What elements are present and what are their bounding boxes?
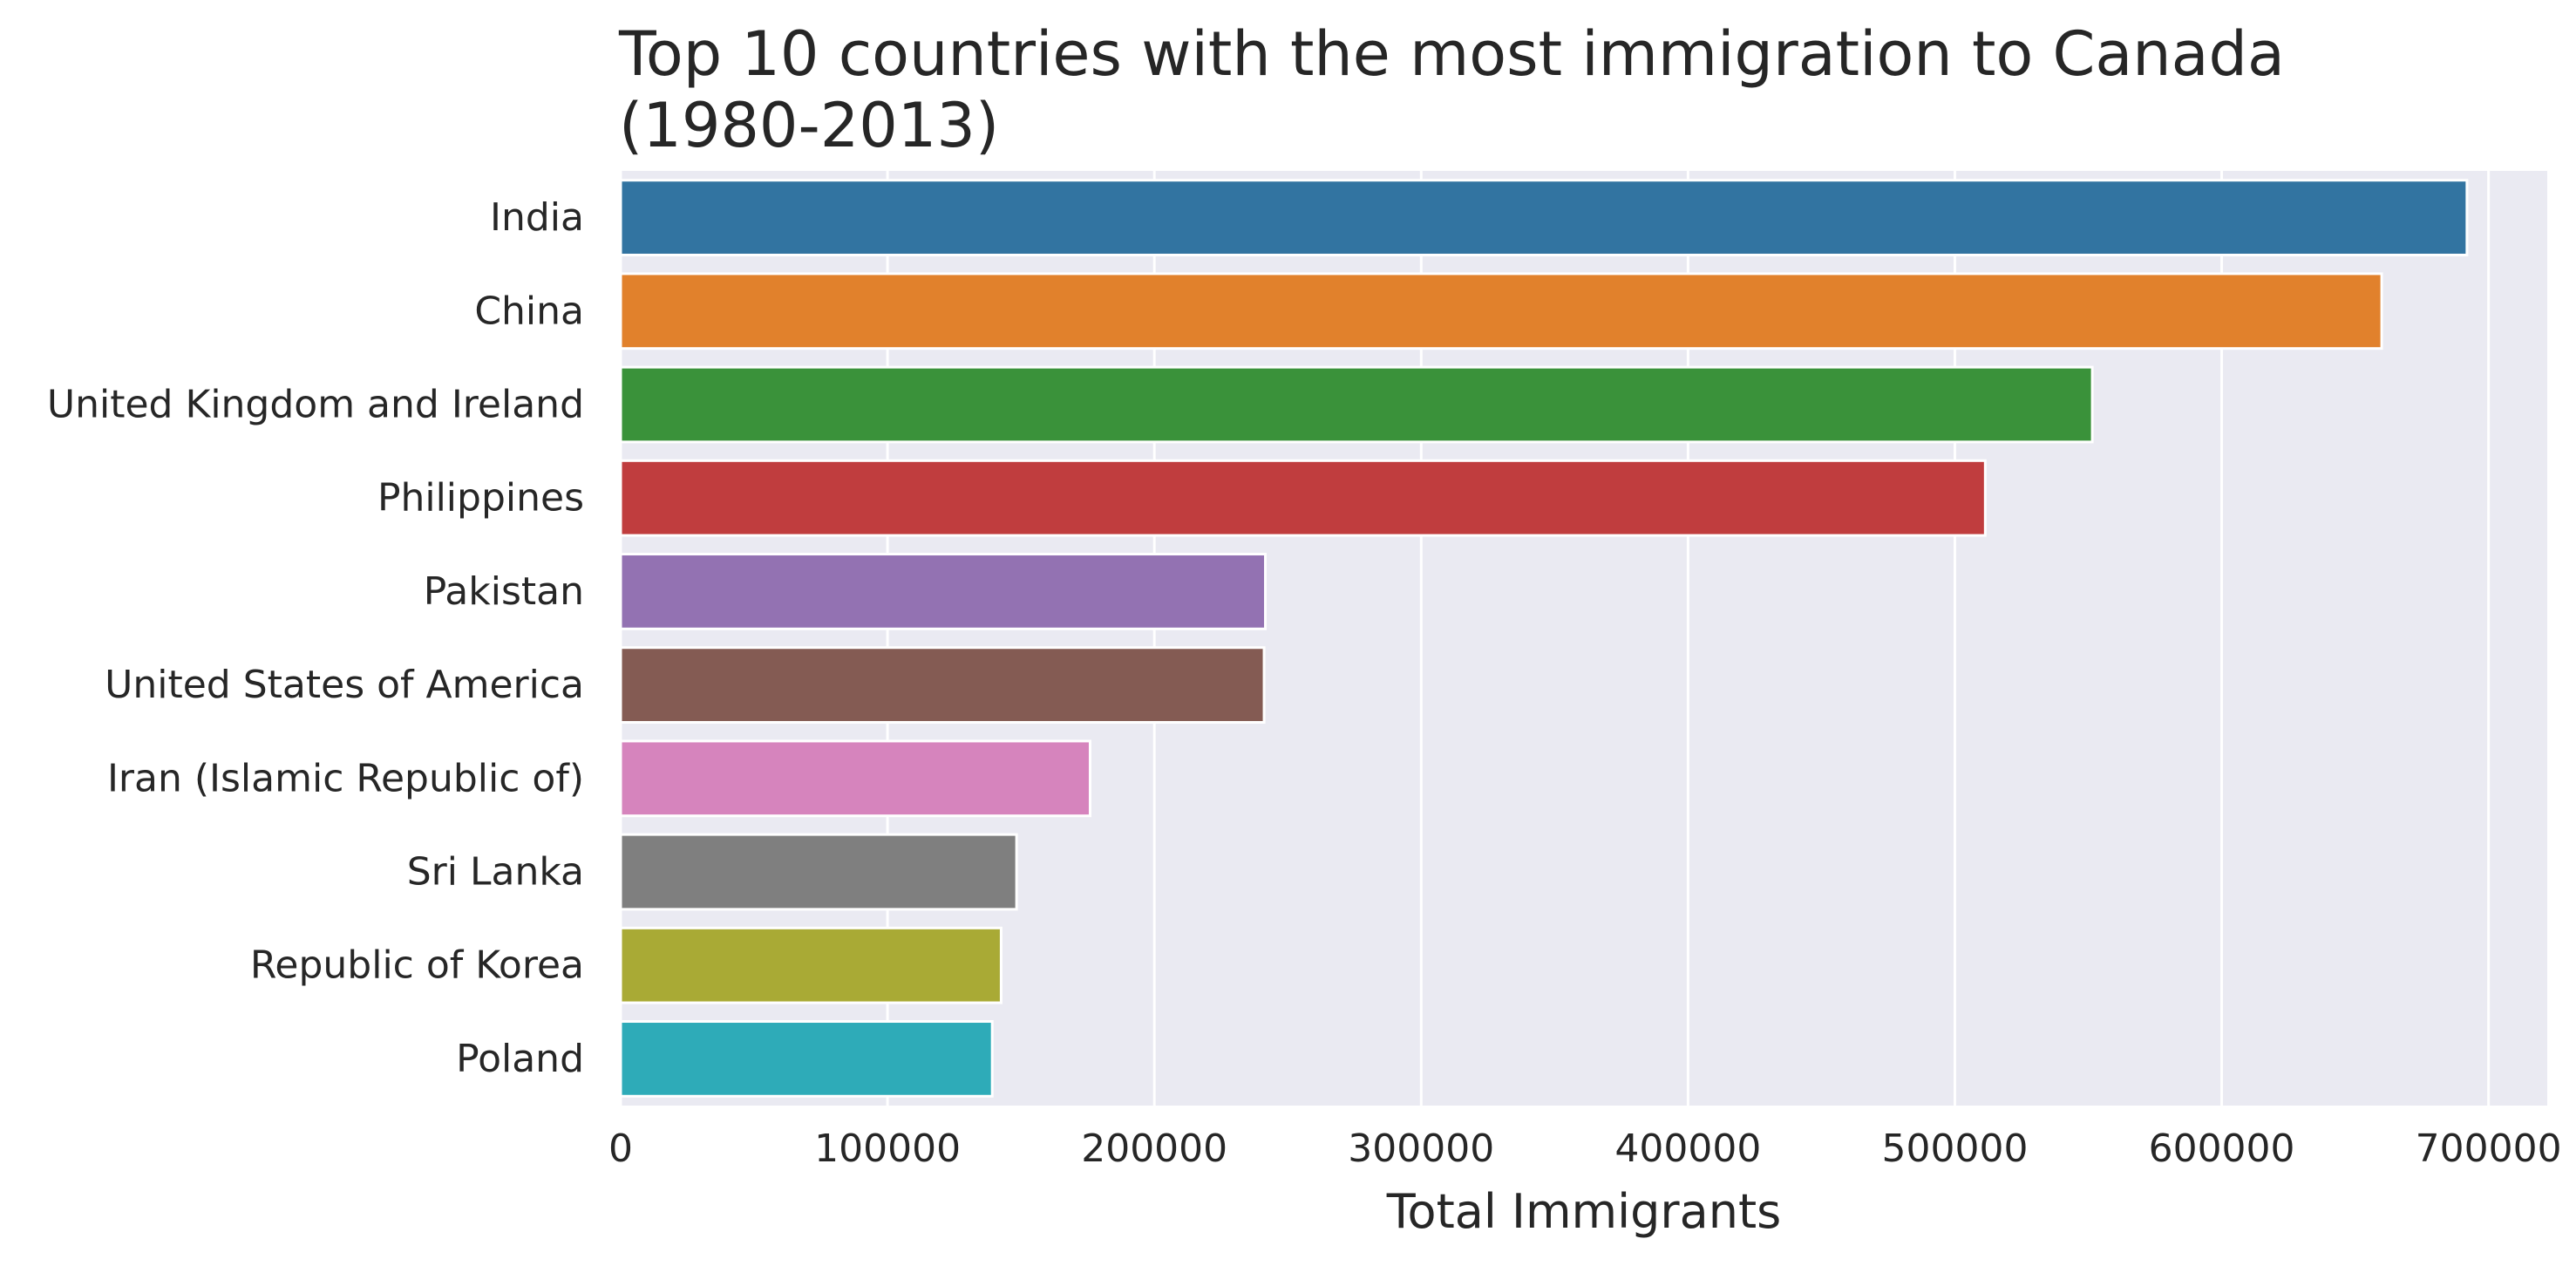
bar xyxy=(619,272,2383,351)
x-tick-label: 300000 xyxy=(1348,1126,1494,1171)
category-labels: India China United Kingdom and Ireland Phil… xyxy=(47,195,584,1081)
bar xyxy=(619,1020,994,1098)
x-tick-label: 600000 xyxy=(2149,1126,2295,1171)
category-label: Iran (Islamic Republic of) xyxy=(107,756,584,800)
x-tick-label: 200000 xyxy=(1081,1126,1227,1171)
x-tick-label: 400000 xyxy=(1614,1126,1761,1171)
category-label: China xyxy=(474,289,584,333)
chart-title-line-1: Top 10 countries with the most immigrati… xyxy=(618,18,2285,90)
category-label: United States of America xyxy=(105,663,584,707)
category-label: Poland xyxy=(456,1037,584,1081)
bars xyxy=(619,179,2469,1098)
bar xyxy=(619,646,1266,724)
x-axis-label: Total Immigrants xyxy=(1386,1184,1782,1239)
category-label: Republic of Korea xyxy=(250,943,584,988)
category-label: Philippines xyxy=(377,476,584,521)
bar xyxy=(619,179,2469,256)
bar xyxy=(619,459,1987,537)
x-tick-label: 100000 xyxy=(814,1126,961,1171)
bar xyxy=(619,365,2094,444)
x-tick-label: 500000 xyxy=(1881,1126,2028,1171)
category-label: Sri Lanka xyxy=(407,850,584,895)
category-label: India xyxy=(490,195,584,240)
category-label: Pakistan xyxy=(424,569,584,614)
chart-title-line-2: (1980-2013) xyxy=(619,90,999,161)
category-label: United Kingdom and Ireland xyxy=(47,383,584,427)
bar xyxy=(619,739,1091,818)
bar xyxy=(619,553,1268,630)
bar xyxy=(619,926,1003,1004)
x-tick-label: 700000 xyxy=(2416,1126,2562,1171)
x-tick-label: 0 xyxy=(608,1126,633,1171)
x-tick-labels: 0 100000 200000 300000 400000 500000 600000 700… xyxy=(608,1126,2562,1171)
bar xyxy=(619,833,1018,911)
